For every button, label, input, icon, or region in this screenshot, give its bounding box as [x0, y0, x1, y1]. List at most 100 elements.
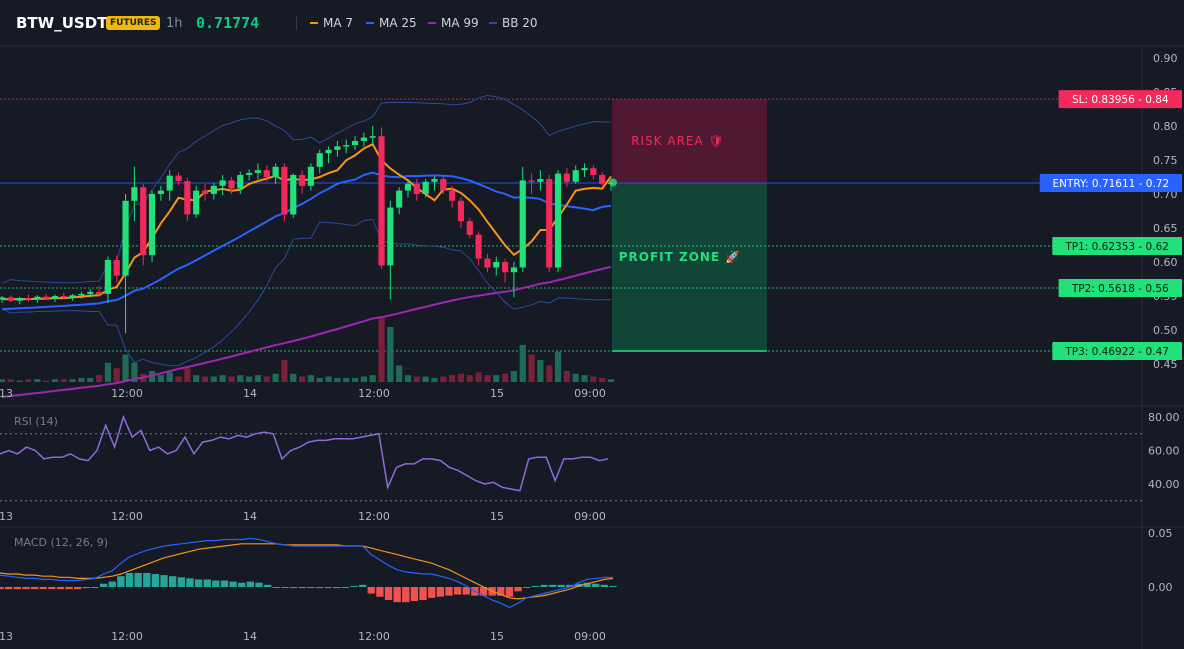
macd-hist-bar — [48, 587, 56, 590]
volume-bar — [325, 376, 332, 382]
volume-bar — [60, 379, 67, 382]
symbol-title[interactable]: BTW_USDT — [16, 14, 108, 32]
legend-ma25-label: MA 25 — [379, 16, 417, 30]
candle-body — [148, 194, 156, 256]
volume-bar — [528, 354, 535, 382]
price-tick: 0.75 — [1153, 154, 1178, 167]
candle-body — [378, 136, 385, 266]
volume-bar — [493, 375, 500, 382]
macd-hist-bar — [160, 575, 168, 587]
macd-hist-bar — [479, 587, 488, 596]
rsi-tick: 80.00 — [1148, 411, 1180, 424]
time-tick: 15 — [490, 630, 504, 643]
volume-bar — [351, 377, 359, 382]
time-tick: 14 — [243, 387, 257, 400]
macd-hist-bar — [367, 587, 375, 594]
candle-body — [501, 262, 509, 273]
candle-body — [219, 180, 226, 186]
macd-hist-bar — [255, 582, 263, 587]
candle-body — [193, 190, 200, 215]
volume-bar — [113, 368, 120, 382]
volume-bar — [51, 379, 59, 382]
legend-ma7[interactable]: MA 7 — [310, 16, 353, 30]
candle-body — [546, 179, 553, 268]
candle-body — [175, 175, 182, 182]
volume-bar — [590, 376, 597, 382]
macd-hist-bar — [307, 587, 315, 589]
candle-body — [413, 183, 420, 194]
volume-bar — [563, 371, 570, 382]
legend-ma99[interactable]: MA 99 — [428, 16, 479, 30]
bb-lower-line — [1, 218, 612, 367]
candle-body — [369, 136, 376, 138]
volume-bar — [607, 379, 615, 382]
macd-hist-bar — [557, 584, 565, 587]
time-tick: 09:00 — [574, 630, 606, 643]
macd-hist-bar — [600, 584, 609, 587]
macd-hist-bar — [531, 585, 539, 587]
macd-hist-bar — [125, 572, 134, 587]
ma7-line — [1, 142, 612, 301]
level-badge-tp3 — [1052, 341, 1182, 360]
macd-hist-bar — [289, 587, 298, 589]
volume-bar — [422, 376, 429, 382]
volume-bar — [175, 376, 182, 382]
candle-body — [554, 173, 562, 268]
macd-hist-bar — [281, 587, 289, 588]
volume-bar — [307, 375, 315, 382]
volume-bar — [131, 362, 138, 382]
volume-bar — [7, 379, 14, 382]
macd-hist-bar — [134, 572, 142, 587]
volume-bar — [343, 377, 350, 382]
level-label-tp2: TP2: 0.5618 - 0.56 — [1071, 283, 1169, 295]
legend-ma25-swatch — [366, 22, 374, 24]
volume-bar — [16, 380, 23, 382]
volume-bar — [237, 375, 244, 382]
profit-zone — [612, 183, 767, 351]
candle-body — [281, 166, 288, 215]
time-tick: 13 — [0, 630, 13, 643]
macd-hist-bar — [341, 587, 350, 588]
legend-ma25[interactable]: MA 25 — [366, 16, 417, 30]
time-tick: 14 — [243, 630, 257, 643]
macd-hist-bar — [74, 587, 82, 590]
candle-body — [246, 172, 253, 175]
macd-hist-bar — [497, 587, 505, 596]
price-tick: 0.60 — [1153, 256, 1178, 269]
candle-body — [440, 179, 447, 191]
last-price-marker — [609, 178, 617, 187]
candle-body — [184, 181, 191, 215]
rsi-tick: 60.00 — [1148, 445, 1180, 458]
volume-bar — [166, 372, 173, 382]
volume-bar — [316, 377, 323, 382]
volume-bar — [254, 375, 262, 382]
volume-bar — [34, 379, 41, 382]
candle-body — [431, 179, 438, 182]
volume-bar — [554, 351, 562, 382]
legend-bb20[interactable]: BB 20 — [489, 16, 538, 30]
volume-bar — [519, 344, 526, 382]
time-tick: 15 — [490, 510, 504, 523]
volume-bar — [201, 376, 209, 382]
candle-body — [581, 168, 588, 171]
level-label-tp1: TP1: 0.62353 - 0.62 — [1064, 241, 1169, 253]
volume-bar — [157, 375, 164, 382]
macd-hist-bar — [56, 587, 65, 590]
macd-hist-bar — [91, 587, 99, 588]
macd-hist-bar — [350, 585, 358, 587]
macd-hist-bar — [410, 587, 419, 602]
candle-body — [563, 173, 570, 182]
macd-hist-bar — [540, 584, 548, 587]
timeframe-label[interactable]: 1h — [166, 16, 183, 31]
candle-body — [104, 259, 112, 294]
price-tick: 0.50 — [1153, 324, 1178, 337]
candle-body — [519, 180, 526, 268]
volume-bar — [431, 377, 438, 382]
macd-hist-bar — [548, 584, 557, 587]
volume-bar — [449, 375, 456, 382]
bb-upper-line — [1, 94, 612, 284]
volume-bar — [466, 375, 473, 382]
header-divider — [296, 16, 297, 30]
time-tick: 12:00 — [358, 630, 390, 643]
